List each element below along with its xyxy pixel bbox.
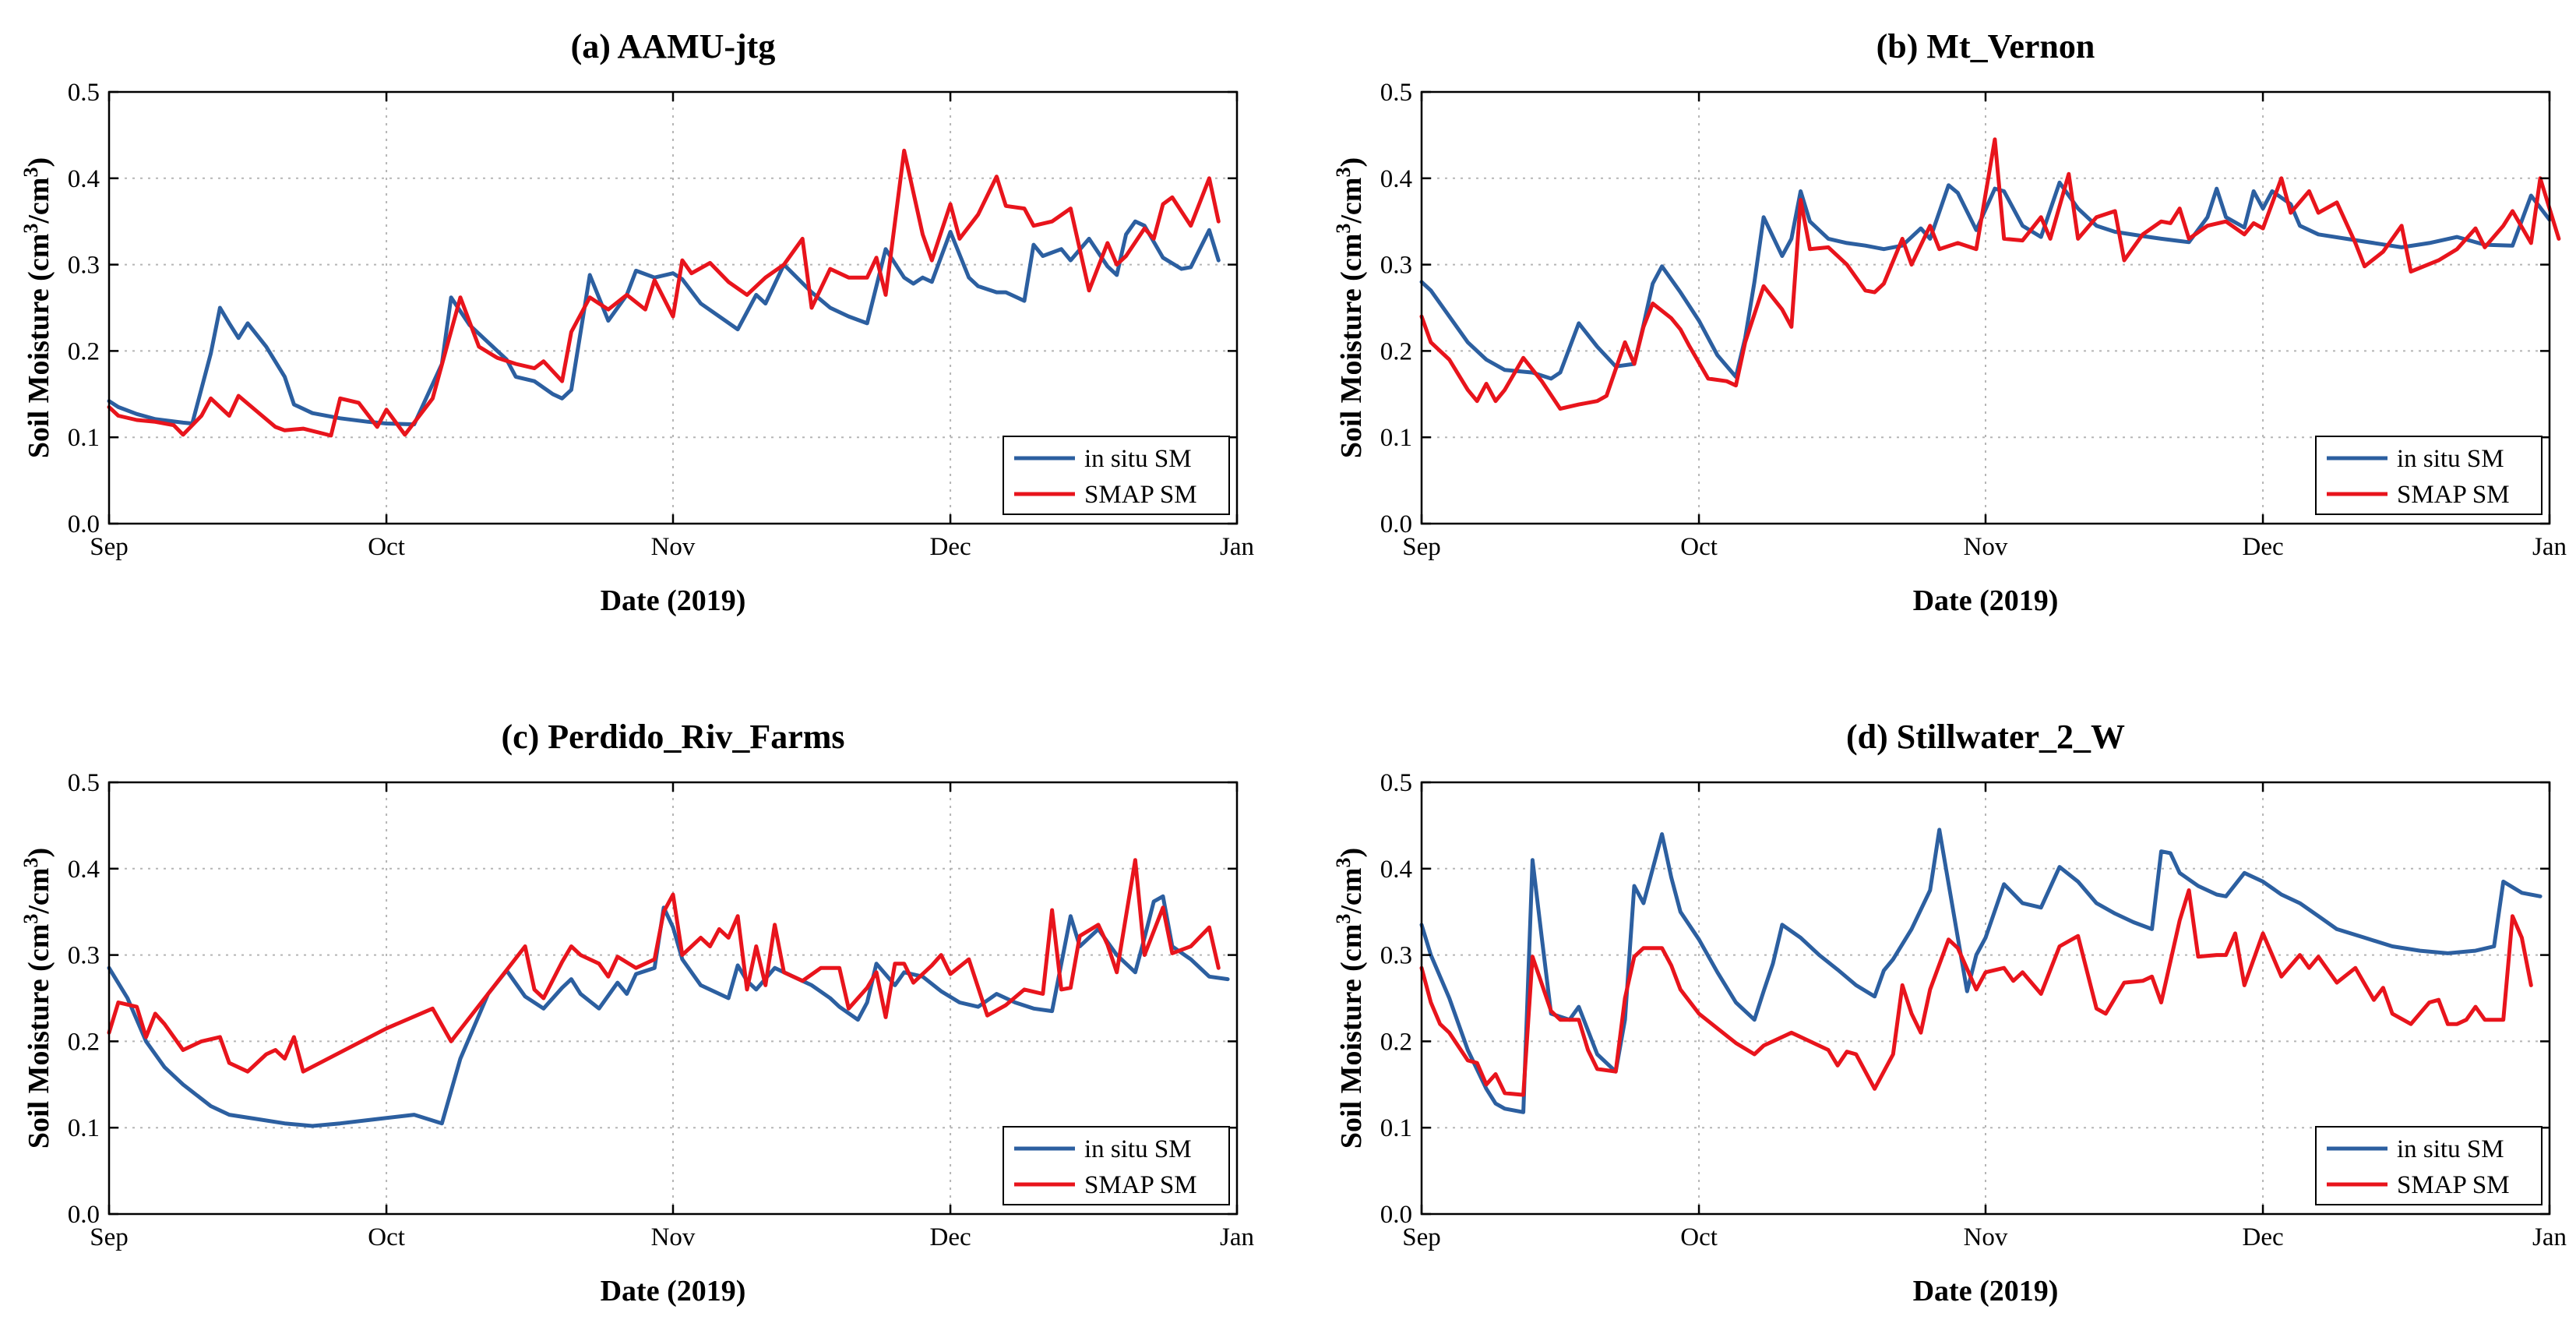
series-line (1419, 137, 2561, 411)
x-tick-label: Jan (2532, 1223, 2567, 1251)
y-tick-label: 0.1 (1380, 424, 1412, 452)
series-lines (107, 148, 1221, 438)
y-axis-label: Soil Moisture (cm3/cm3) (1332, 157, 1369, 458)
legend-box (1003, 1126, 1230, 1205)
chart-title: (c) Perdido_Riv_Farms (501, 718, 844, 756)
y-tick-label: 0.0 (68, 510, 100, 538)
x-tick-label: Oct (1680, 533, 1718, 561)
chart-panel-d: (d) Stillwater_2_W Sep Oct Nov Dec Jan 0.0 0.1… (1332, 718, 2567, 1308)
x-tick-label: Sep (1402, 533, 1441, 561)
legend-box (2315, 1126, 2543, 1205)
axis-ticks: Sep Oct Nov Dec Jan 0.0 0.1 0.2 0.3 0.4 0.5 (68, 769, 1254, 1251)
x-tick-label: Nov (651, 533, 696, 561)
x-tick-label: Sep (90, 533, 129, 561)
x-tick-label: Nov (651, 1223, 696, 1251)
series-lines (107, 858, 1230, 1128)
y-axis-label: Soil Moisture (cm3/cm3) (19, 848, 56, 1149)
series-line (107, 148, 1221, 438)
legend-label: SMAP SM (1084, 1171, 1197, 1199)
y-tick-label: 0.1 (1380, 1114, 1412, 1142)
series-line (107, 858, 1221, 1074)
legend: in situ SM SMAP SM (2315, 1126, 2543, 1205)
series-lines (1419, 828, 2543, 1114)
y-tick-label: 0.1 (68, 424, 100, 452)
y-axis-label: Soil Moisture (cm3/cm3) (1332, 848, 1369, 1149)
y-tick-label: 0.2 (68, 1028, 100, 1056)
grid (1422, 782, 2550, 1214)
y-tick-label: 0.0 (1380, 1201, 1412, 1229)
x-tick-label: Dec (929, 533, 971, 561)
grid (1422, 92, 2550, 524)
y-tick-label: 0.3 (1380, 252, 1412, 280)
x-tick-label: Dec (2242, 1223, 2283, 1251)
x-tick-label: Sep (90, 1223, 129, 1251)
chart-title: (b) Mt_Vernon (1876, 27, 2095, 65)
legend: in situ SM SMAP SM (1003, 1126, 1230, 1205)
chart-panel-b: (b) Mt_Vernon Sep Oct Nov Dec Jan 0.0 0.1 0.2 0.… (1332, 27, 2567, 617)
chart-title: (a) AAMU-jtg (571, 27, 776, 65)
y-tick-label: 0.3 (68, 942, 100, 970)
legend-box (2315, 436, 2543, 515)
x-tick-label: Oct (1680, 1223, 1718, 1251)
chart-title: (d) Stillwater_2_W (1846, 718, 2125, 756)
x-tick-label: Oct (368, 533, 405, 561)
y-tick-label: 0.5 (1380, 769, 1412, 797)
y-tick-label: 0.1 (68, 1114, 100, 1142)
x-tick-label: Jan (2532, 533, 2567, 561)
x-tick-label: Dec (929, 1223, 971, 1251)
legend-box (1003, 436, 1230, 515)
x-tick-label: Nov (1964, 1223, 2008, 1251)
y-tick-label: 0.4 (1380, 856, 1412, 884)
y-tick-label: 0.4 (68, 856, 100, 884)
legend-label: in situ SM (2397, 445, 2504, 473)
y-axis-label: Soil Moisture (cm3/cm3) (19, 157, 56, 458)
y-tick-label: 0.2 (1380, 337, 1412, 365)
legend-label: in situ SM (2397, 1135, 2504, 1163)
series-line (107, 894, 1230, 1128)
legend-label: in situ SM (1084, 445, 1192, 473)
chart-panel-c: (c) Perdido_Riv_Farms Sep Oct Nov Dec Jan 0.0… (19, 718, 1255, 1308)
y-tick-label: 0.4 (68, 165, 100, 193)
x-axis-label: Date (2019) (601, 1275, 746, 1308)
y-tick-label: 0.3 (68, 252, 100, 280)
series-line (1419, 828, 2543, 1114)
y-tick-label: 0.2 (1380, 1028, 1412, 1056)
y-tick-label: 0.0 (1380, 510, 1412, 538)
x-axis-label: Date (2019) (1913, 584, 2059, 617)
axis-ticks: Sep Oct Nov Dec Jan 0.0 0.1 0.2 0.3 0.4 0.5 (1380, 769, 2567, 1251)
axis-ticks: Sep Oct Nov Dec Jan 0.0 0.1 0.2 0.3 0.4 0.5 (1380, 79, 2567, 561)
series-line (107, 219, 1221, 427)
grid (109, 92, 1237, 524)
y-tick-label: 0.3 (1380, 942, 1412, 970)
legend-label: in situ SM (1084, 1135, 1192, 1163)
legend-label: SMAP SM (1084, 481, 1197, 509)
legend: in situ SM SMAP SM (2315, 436, 2543, 515)
y-tick-label: 0.4 (1380, 165, 1412, 193)
y-tick-label: 0.2 (68, 337, 100, 365)
x-tick-label: Oct (368, 1223, 405, 1251)
x-tick-label: Jan (1220, 1223, 1254, 1251)
x-axis-label: Date (2019) (1913, 1275, 2059, 1308)
x-tick-label: Dec (2242, 533, 2283, 561)
legend: in situ SM SMAP SM (1003, 436, 1230, 515)
series-lines (1419, 137, 2561, 411)
legend-label: SMAP SM (2397, 481, 2510, 509)
x-axis-label: Date (2019) (601, 584, 746, 617)
y-tick-label: 0.5 (68, 79, 100, 107)
y-tick-label: 0.5 (68, 769, 100, 797)
series-line (1419, 888, 2533, 1097)
x-tick-label: Sep (1402, 1223, 1441, 1251)
x-tick-label: Nov (1964, 533, 2008, 561)
y-tick-label: 0.0 (68, 1201, 100, 1229)
y-tick-label: 0.5 (1380, 79, 1412, 107)
axis-ticks: Sep Oct Nov Dec Jan 0.0 0.1 0.2 0.3 0.4 0.5 (68, 79, 1254, 561)
legend-label: SMAP SM (2397, 1171, 2510, 1199)
x-tick-label: Jan (1220, 533, 1254, 561)
chart-panel-a: (a) AAMU-jtg Sep Oct Nov Dec Jan 0.0 0.1 0.2 0.3… (19, 27, 1255, 617)
